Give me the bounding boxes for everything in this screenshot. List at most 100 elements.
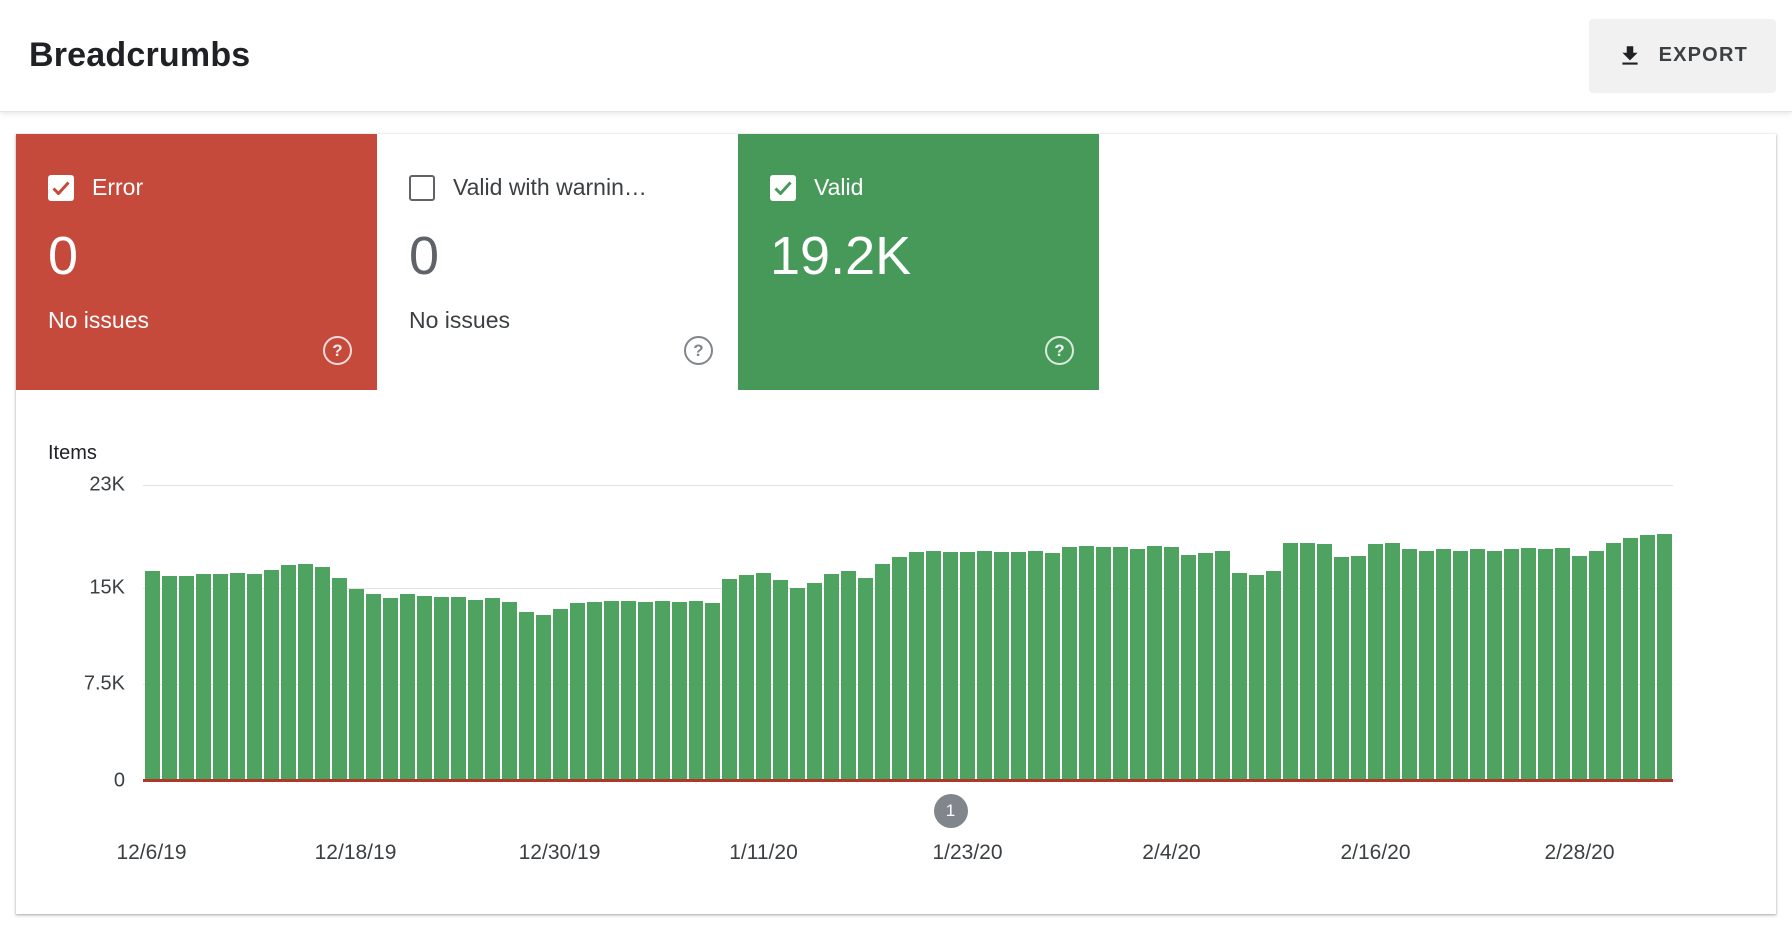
bar[interactable] <box>688 600 704 781</box>
bar[interactable] <box>501 602 517 781</box>
bar[interactable] <box>1452 550 1468 781</box>
bar[interactable] <box>348 589 364 781</box>
bar[interactable] <box>552 608 568 781</box>
bar[interactable] <box>195 573 211 781</box>
bar[interactable] <box>450 596 466 781</box>
bar[interactable] <box>1011 551 1027 781</box>
bar[interactable] <box>875 563 891 781</box>
error-checkbox[interactable] <box>48 174 74 201</box>
bar[interactable] <box>1062 546 1078 781</box>
bar[interactable] <box>1265 571 1281 781</box>
bar[interactable] <box>1435 549 1451 781</box>
bar[interactable] <box>1299 542 1315 781</box>
bar[interactable] <box>297 563 313 781</box>
bar[interactable] <box>1656 533 1672 781</box>
annotation-marker[interactable]: 1 <box>933 794 968 828</box>
bar[interactable] <box>722 578 738 781</box>
bar[interactable] <box>1316 544 1332 781</box>
bar[interactable] <box>1588 550 1604 781</box>
bar[interactable] <box>620 600 636 781</box>
bar[interactable] <box>1367 544 1383 781</box>
help-icon[interactable]: ? <box>323 336 352 365</box>
bar[interactable] <box>1554 548 1570 781</box>
bar[interactable] <box>909 551 925 781</box>
bar[interactable] <box>858 577 874 781</box>
bar[interactable] <box>1130 549 1146 781</box>
bar[interactable] <box>1384 542 1400 781</box>
bar[interactable] <box>1622 537 1638 781</box>
bar[interactable] <box>145 571 160 781</box>
bar[interactable] <box>824 573 840 781</box>
bar[interactable] <box>977 550 993 781</box>
bar[interactable] <box>807 582 823 781</box>
export-button[interactable]: EXPORT <box>1588 18 1776 93</box>
bar[interactable] <box>1486 550 1502 781</box>
bar[interactable] <box>433 596 449 781</box>
bar[interactable] <box>1113 546 1129 781</box>
bar[interactable] <box>756 572 772 781</box>
bar[interactable] <box>467 599 483 781</box>
bar[interactable] <box>1605 542 1621 781</box>
bar[interactable] <box>1537 549 1553 781</box>
bar[interactable] <box>1028 550 1044 781</box>
bar[interactable] <box>280 564 296 781</box>
bar[interactable] <box>1248 575 1264 781</box>
bar[interactable] <box>416 595 432 781</box>
bar[interactable] <box>1520 548 1536 781</box>
help-icon[interactable]: ? <box>1045 336 1074 365</box>
bar[interactable] <box>365 594 381 781</box>
bar[interactable] <box>1401 549 1417 781</box>
bar[interactable] <box>1198 553 1214 781</box>
bar[interactable] <box>841 571 857 781</box>
bar[interactable] <box>484 598 500 781</box>
bar[interactable] <box>1215 550 1230 781</box>
bar[interactable] <box>773 580 789 781</box>
bar[interactable] <box>535 614 551 781</box>
bar[interactable] <box>382 598 398 781</box>
bar[interactable] <box>1181 554 1197 781</box>
bar[interactable] <box>569 603 585 781</box>
bar[interactable] <box>1418 550 1434 781</box>
bar[interactable] <box>1639 535 1655 781</box>
bar[interactable] <box>263 569 279 781</box>
bar[interactable] <box>212 573 228 781</box>
bar[interactable] <box>671 602 687 781</box>
bar[interactable] <box>1350 555 1366 781</box>
bar[interactable] <box>1503 549 1519 781</box>
bar[interactable] <box>1333 557 1349 781</box>
valid-with-warnings-checkbox[interactable] <box>409 174 435 201</box>
bar[interactable] <box>229 572 245 781</box>
status-card-error[interactable]: Error 0 No issues ? <box>16 134 377 390</box>
bar[interactable] <box>331 577 347 781</box>
bar[interactable] <box>314 567 330 781</box>
bar[interactable] <box>1282 542 1298 781</box>
status-card-valid-with-warnings[interactable]: Valid with warnin… 0 No issues ? <box>377 134 738 390</box>
bar[interactable] <box>161 576 177 781</box>
bar[interactable] <box>705 603 721 781</box>
bar[interactable] <box>603 600 619 781</box>
bar[interactable] <box>943 551 959 781</box>
bar[interactable] <box>1571 555 1587 781</box>
bar[interactable] <box>399 594 415 781</box>
bar[interactable] <box>246 573 262 781</box>
bar[interactable] <box>637 602 653 781</box>
bar[interactable] <box>1164 546 1180 781</box>
bar[interactable] <box>790 587 806 781</box>
bar[interactable] <box>892 557 908 781</box>
bar[interactable] <box>178 576 194 781</box>
bar[interactable] <box>1232 572 1247 781</box>
bar[interactable] <box>654 600 670 781</box>
bar[interactable] <box>994 551 1010 781</box>
bar[interactable] <box>1147 545 1163 781</box>
bar[interactable] <box>960 551 976 781</box>
bar[interactable] <box>926 550 942 781</box>
bar[interactable] <box>586 602 602 781</box>
bar[interactable] <box>518 612 534 781</box>
bar[interactable] <box>1096 546 1112 781</box>
help-icon[interactable]: ? <box>684 336 713 365</box>
bar[interactable] <box>1469 549 1485 781</box>
status-card-valid[interactable]: Valid 19.2K ? <box>738 134 1099 390</box>
bar[interactable] <box>739 575 755 781</box>
valid-checkbox[interactable] <box>770 174 796 201</box>
bar[interactable] <box>1045 553 1061 781</box>
